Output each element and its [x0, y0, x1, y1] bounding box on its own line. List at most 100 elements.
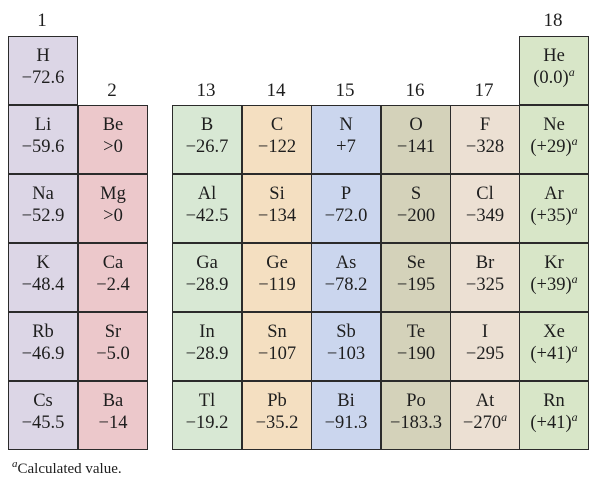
- element-cell-ar: Ar (+35)a: [519, 174, 589, 243]
- electron-affinity-value: −103: [312, 343, 380, 365]
- footnote-marker: a: [571, 409, 578, 424]
- value-text: −325: [465, 275, 505, 295]
- electron-affinity-value: −107: [243, 343, 311, 365]
- element-cell-na: Na −52.9: [8, 174, 78, 243]
- value-text: −270: [462, 413, 502, 433]
- element-symbol: K: [36, 253, 50, 273]
- group-label-1: 1: [37, 10, 47, 31]
- element-symbol: Al: [197, 184, 217, 204]
- element-cell-f: F −328: [450, 105, 520, 174]
- electron-affinity-value: −45.5: [9, 412, 77, 434]
- value-text: −2.4: [96, 275, 130, 295]
- element-cell-ca: Ca −2.4: [78, 243, 148, 312]
- element-symbol: He: [543, 46, 565, 66]
- element-cell-li: Li −59.6: [8, 105, 78, 174]
- value-text: −195: [396, 275, 436, 295]
- element-cell-i: I −295: [450, 312, 520, 381]
- element-symbol: Sr: [104, 322, 122, 342]
- value-text: (+39): [530, 275, 572, 295]
- electron-affinity-value: −14: [79, 412, 147, 434]
- electron-affinity-value: −349: [451, 205, 519, 227]
- element-symbol: Ne: [543, 115, 565, 135]
- element-symbol: Rb: [32, 322, 54, 342]
- value-text: −91.3: [324, 413, 368, 433]
- electron-affinity-value: (+39)a: [520, 273, 588, 296]
- electron-affinity-value: (+29)a: [520, 133, 588, 158]
- value-text: (+41): [530, 344, 572, 364]
- electron-affinity-value: −119: [243, 274, 311, 296]
- footnote-marker: a: [568, 64, 575, 79]
- value-text: −45.5: [21, 413, 65, 433]
- value-text: −59.6: [21, 137, 65, 157]
- element-cell-he: He (0.0)a: [519, 36, 589, 105]
- footnote-marker: a: [571, 202, 578, 217]
- value-text: −28.9: [185, 275, 229, 295]
- element-symbol: Ca: [102, 253, 124, 273]
- element-symbol: Ba: [102, 391, 124, 411]
- group-label-18: 18: [543, 10, 563, 31]
- value-text: −26.7: [185, 137, 229, 157]
- value-text: −42.5: [185, 206, 229, 226]
- element-symbol: In: [199, 322, 215, 342]
- element-cell-o: O −141: [381, 105, 451, 174]
- element-symbol: C: [270, 115, 284, 135]
- value-text: (+29): [530, 137, 572, 157]
- element-cell-xe: Xe (+41)a: [519, 312, 589, 381]
- element-symbol: Ga: [196, 253, 218, 273]
- element-symbol: Cl: [476, 184, 494, 204]
- element-cell-sb: Sb −103: [311, 312, 381, 381]
- element-symbol: N: [339, 115, 353, 135]
- element-cell-cl: Cl −349: [450, 174, 520, 243]
- element-symbol: Po: [406, 391, 426, 411]
- element-symbol: S: [410, 184, 422, 204]
- element-symbol: Sb: [336, 322, 356, 342]
- element-symbol: B: [200, 115, 214, 135]
- footnote-marker: a: [571, 133, 578, 148]
- element-symbol: At: [475, 391, 495, 411]
- element-cell-ne: Ne (+29)a: [519, 105, 589, 174]
- element-cell-as: As −78.2: [311, 243, 381, 312]
- electron-affinity-value: −325: [451, 274, 519, 296]
- element-symbol: Kr: [544, 253, 564, 273]
- element-symbol: As: [335, 253, 357, 273]
- value-text: >0: [103, 137, 123, 157]
- value-text: −190: [396, 344, 436, 364]
- value-text: −122: [257, 137, 297, 157]
- element-symbol: Se: [406, 253, 426, 273]
- electron-affinity-value: −91.3: [312, 412, 380, 434]
- value-text: −35.2: [255, 413, 299, 433]
- electron-affinity-value: −295: [451, 343, 519, 365]
- value-text: −72.6: [21, 68, 65, 88]
- element-cell-p: P −72.0: [311, 174, 381, 243]
- value-text: −328: [465, 137, 505, 157]
- value-text: −141: [396, 137, 436, 157]
- group-label-13: 13: [196, 80, 216, 101]
- value-text: −52.9: [21, 206, 65, 226]
- value-text: +7: [336, 137, 356, 157]
- element-cell-ba: Ba −14: [78, 381, 148, 450]
- value-text: −19.2: [185, 413, 229, 433]
- electron-affinity-value: −72.6: [9, 67, 77, 89]
- element-symbol: Xe: [543, 322, 565, 342]
- element-cell-tl: Tl −19.2: [172, 381, 242, 450]
- element-cell-s: S −200: [381, 174, 451, 243]
- value-text: −349: [465, 206, 505, 226]
- electron-affinity-value: −134: [243, 205, 311, 227]
- value-text: −119: [258, 275, 296, 295]
- electron-affinity-value: (+35)a: [520, 202, 588, 227]
- value-text: −107: [257, 344, 297, 364]
- element-symbol: H: [36, 46, 50, 66]
- element-cell-sn: Sn −107: [242, 312, 312, 381]
- value-text: −78.2: [324, 275, 368, 295]
- electron-affinity-value: −78.2: [312, 274, 380, 296]
- electron-affinity-value: −2.4: [79, 274, 147, 296]
- element-cell-kr: Kr (+39)a: [519, 243, 589, 312]
- value-text: −28.9: [185, 344, 229, 364]
- element-symbol: Na: [32, 184, 54, 204]
- electron-affinity-value: +7: [312, 136, 380, 158]
- element-cell-br: Br −325: [450, 243, 520, 312]
- element-cell-b: B −26.7: [172, 105, 242, 174]
- electron-affinity-value: (+41)a: [520, 409, 588, 434]
- value-text: −134: [257, 206, 297, 226]
